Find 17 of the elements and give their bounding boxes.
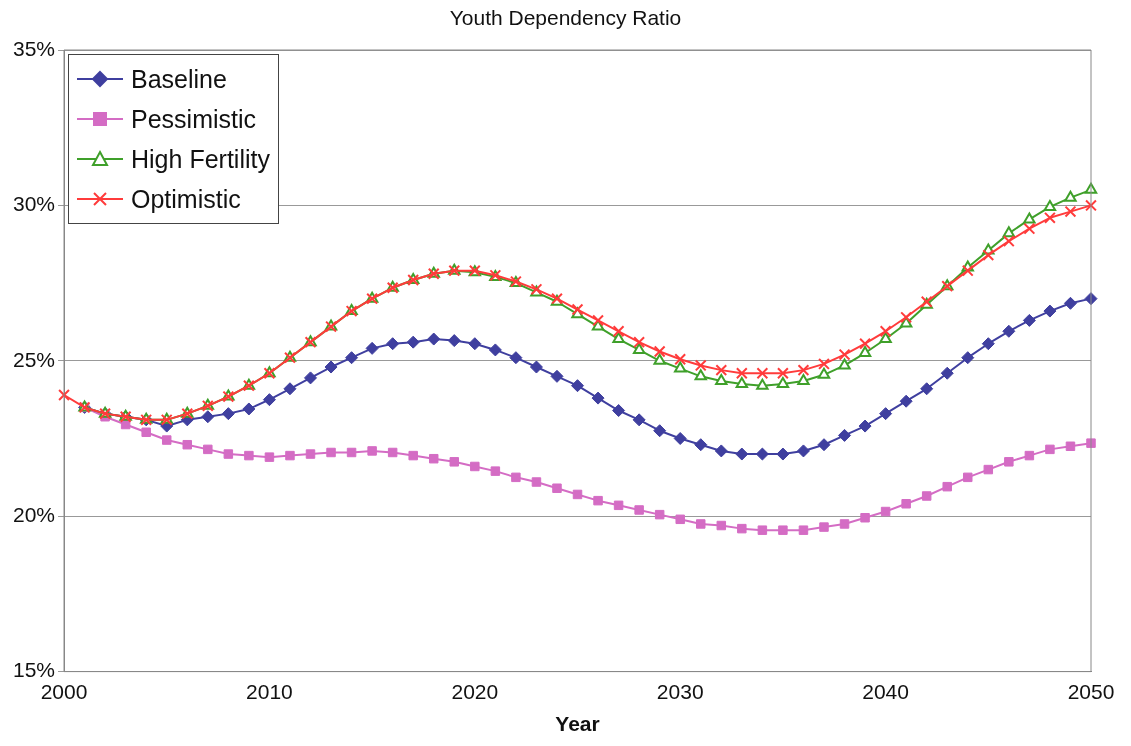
y-tick-label: 30% [13,192,56,216]
chart-title: Youth Dependency Ratio [448,6,683,30]
x-tick-label: 2040 [862,680,909,703]
x-tick-label: 2000 [40,680,88,703]
y-tick-label: 15% [13,658,56,682]
y-tick-label: 25% [13,347,56,371]
x-axis-title: Year [555,712,600,736]
legend-label: Baseline [131,64,227,94]
y-tick-label: 35% [13,36,56,60]
x-tick-label: 2010 [246,680,293,703]
legend-label: Optimistic [131,184,241,214]
legend-label: High Fertility [131,144,270,174]
x-tick-label: 2050 [1067,680,1115,703]
y-tick-label: 20% [13,503,56,526]
x-tick-label: 2030 [656,680,704,703]
x-tick-label: 2020 [451,680,499,703]
legend-label: Pessimistic [131,104,257,134]
